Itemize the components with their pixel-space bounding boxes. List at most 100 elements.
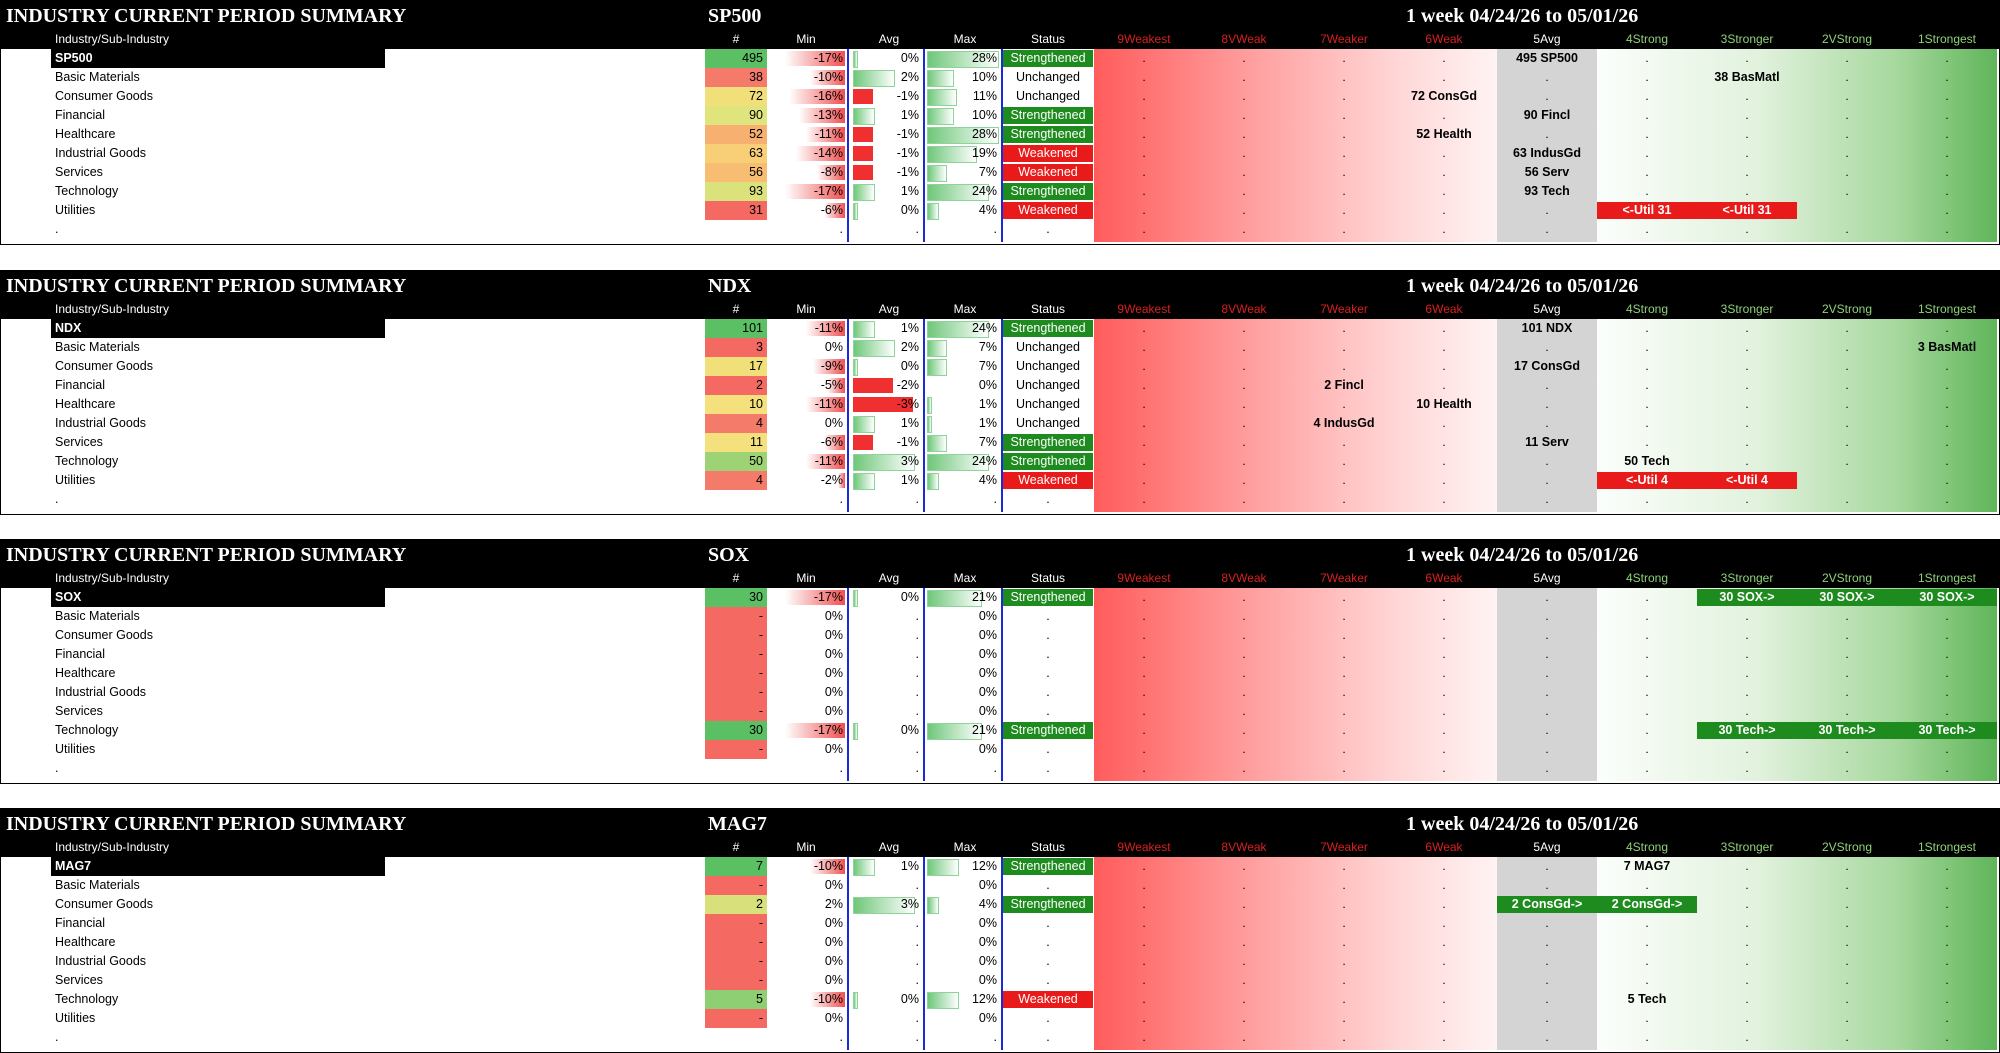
table-row[interactable]: .............. bbox=[1, 1028, 1999, 1047]
period-label: 1 week 04/24/26 to 05/01/26 bbox=[1406, 813, 1639, 835]
table-row[interactable]: SOX 30 -17% 0% 21% Strengthened...... 30 SOX->… bbox=[1, 588, 1999, 607]
bin-cell-4: 7 MAG7 bbox=[1623, 859, 1671, 873]
max-cell: . bbox=[925, 1028, 999, 1047]
table-row[interactable]: Consumer Goods 17 -9% 0% 7% Unchanged.... 17 C… bbox=[1, 357, 1999, 376]
min-cell: -11% bbox=[771, 452, 845, 471]
avg-value: . bbox=[915, 742, 919, 756]
status-badge: Weakened bbox=[1003, 991, 1093, 1008]
summary-panel-ndx: INDUSTRY CURRENT PERIOD SUMMARY NDX 1 week… bbox=[0, 270, 2000, 515]
min-cell: -11% bbox=[771, 319, 845, 338]
bin-cell-8: . bbox=[1242, 359, 1246, 373]
bin-header-8: 8VWeak bbox=[1221, 840, 1267, 854]
max-value: 0% bbox=[978, 954, 997, 968]
table-row[interactable]: Healthcare 10 -11% -3% 1% Unchanged... 10 Heal… bbox=[1, 395, 1999, 414]
bin-cell-8: . bbox=[1242, 397, 1246, 411]
table-row[interactable]: NDX 101 -11% 1% 24% Strengthened.... 101 NDX..… bbox=[1, 319, 1999, 338]
bin-cell-2: . bbox=[1845, 761, 1849, 775]
bin-cell-4: . bbox=[1645, 108, 1649, 122]
table-row[interactable]: Industrial Goods - 0%. 0%.......... bbox=[1, 952, 1999, 971]
bin-cell-1: . bbox=[1945, 397, 1949, 411]
max-value: 0% bbox=[978, 628, 997, 642]
bin-cell-4: . bbox=[1645, 321, 1649, 335]
max-bar bbox=[927, 70, 954, 87]
table-row[interactable]: Basic Materials 38 -10% 2% 10% Unchanged.....… bbox=[1, 68, 1999, 87]
bin-cell-9: . bbox=[1142, 723, 1146, 737]
table-row[interactable]: Services - 0%. 0%.......... bbox=[1, 971, 1999, 990]
bin-cell-5: . bbox=[1545, 628, 1549, 642]
table-row[interactable]: Financial - 0%. 0%.......... bbox=[1, 914, 1999, 933]
row-name: Services bbox=[55, 704, 103, 718]
table-row[interactable]: Consumer Goods - 0%. 0%.......... bbox=[1, 626, 1999, 645]
table-row[interactable]: Utilities - 0%. 0%.......... bbox=[1, 740, 1999, 759]
bin-cell-2: . bbox=[1845, 859, 1849, 873]
table-row[interactable]: .............. bbox=[1, 220, 1999, 239]
min-cell: 0% bbox=[771, 338, 845, 357]
table-row[interactable]: Technology 5 -10% 0% 12% Weakened..... 5 Tech.… bbox=[1, 990, 1999, 1009]
count-cell: 63 bbox=[705, 144, 767, 163]
table-row[interactable]: Industrial Goods - 0%. 0%.......... bbox=[1, 683, 1999, 702]
status-badge: Strengthened bbox=[1003, 896, 1093, 913]
row-name: Healthcare bbox=[55, 935, 116, 949]
avg-value: . bbox=[915, 916, 919, 930]
bin-cell-7: . bbox=[1342, 761, 1346, 775]
row-name: Consumer Goods bbox=[55, 359, 153, 373]
column-header-row: Industry/Sub-Industry # Min Avg Max Status 9We… bbox=[1, 29, 1999, 49]
table-row[interactable]: Healthcare - 0%. 0%.......... bbox=[1, 664, 1999, 683]
table-row[interactable]: Financial - 0%. 0%.......... bbox=[1, 645, 1999, 664]
table-row[interactable]: Utilities 31 -6% 0% 4% Weakened...... <-Util 3… bbox=[1, 201, 1999, 220]
table-row[interactable]: .............. bbox=[1, 759, 1999, 778]
table-row[interactable]: Basic Materials 3 0% 2% 7% Unchanged........ 3… bbox=[1, 338, 1999, 357]
bin-cell-3: . bbox=[1745, 742, 1749, 756]
min-value: 0% bbox=[824, 628, 843, 642]
avg-cell: . bbox=[849, 702, 921, 721]
bin-cell-2: . bbox=[1845, 685, 1849, 699]
table-row[interactable]: Financial 2 -5% -2% 0% Unchanged.. 2 Fincl....… bbox=[1, 376, 1999, 395]
table-row[interactable]: Basic Materials - 0%. 0%.......... bbox=[1, 876, 1999, 895]
table-row[interactable]: SP500 495 -17% 0% 28% Strengthened.... 495 SP5… bbox=[1, 49, 1999, 68]
table-row[interactable]: Technology 93 -17% 1% 24% Strengthened.... 93 … bbox=[1, 182, 1999, 201]
bin-cell-9: . bbox=[1142, 897, 1146, 911]
bin-cell-4: . bbox=[1645, 916, 1649, 930]
max-cell: 0% bbox=[925, 952, 999, 971]
panel-header: INDUSTRY CURRENT PERIOD SUMMARY SOX 1 week… bbox=[1, 540, 1999, 568]
bin-cell-2: . bbox=[1845, 165, 1849, 179]
bin-cell-8: . bbox=[1242, 1030, 1246, 1044]
table-row[interactable]: Industrial Goods 63 -14% -1% 19% Weakened....… bbox=[1, 144, 1999, 163]
table-row[interactable]: Services 56 -8% -1% 7% Weakened.... 56 Serv...… bbox=[1, 163, 1999, 182]
table-row[interactable]: Healthcare - 0%. 0%.......... bbox=[1, 933, 1999, 952]
table-row[interactable]: Consumer Goods 2 2% 3% 4% Strengthened.......… bbox=[1, 895, 1999, 914]
bin-cell-9: . bbox=[1142, 973, 1146, 987]
table-row[interactable]: Services 11 -6% -1% 7% Strengthened.... 11 Ser… bbox=[1, 433, 1999, 452]
table-row[interactable]: Technology 50 -11% 3% 24% Strengthened..... 50… bbox=[1, 452, 1999, 471]
bin-cell-2: . bbox=[1845, 1011, 1849, 1025]
min-value: -10% bbox=[813, 70, 843, 84]
column-header-count: # bbox=[732, 571, 740, 585]
table-row[interactable]: MAG7 7 -10% 1% 12% Strengthened..... 7 MAG7... bbox=[1, 857, 1999, 876]
table-row[interactable]: Utilities - 0%. 0%.......... bbox=[1, 1009, 1999, 1028]
bin-cell-6: . bbox=[1442, 897, 1446, 911]
table-row[interactable]: Industrial Goods 4 0% 1% 1% Unchanged.. 4 Indu… bbox=[1, 414, 1999, 433]
status-badge: Weakened bbox=[1003, 202, 1093, 219]
table-row[interactable]: Consumer Goods 72 -16% -1% 11% Unchanged... 72… bbox=[1, 87, 1999, 106]
bin-cell-2: . bbox=[1845, 973, 1849, 987]
table-row[interactable]: .............. bbox=[1, 490, 1999, 509]
status-badge: Strengthened bbox=[1003, 50, 1093, 67]
bin-cell-7: . bbox=[1342, 108, 1346, 122]
avg-value: 1% bbox=[900, 416, 919, 430]
status-badge: . bbox=[1046, 742, 1050, 756]
bin-cell-6: . bbox=[1442, 222, 1446, 236]
count-cell: - bbox=[705, 1009, 767, 1028]
table-row[interactable]: Technology 30 -17% 0% 21% Strengthened...... 3… bbox=[1, 721, 1999, 740]
avg-value: -1% bbox=[896, 435, 919, 449]
table-row[interactable]: Healthcare 52 -11% -1% 28% Strengthened... 52 … bbox=[1, 125, 1999, 144]
table-row[interactable]: Financial 90 -13% 1% 10% Strengthened.... 90 F… bbox=[1, 106, 1999, 125]
table-row[interactable]: Utilities 4 -2% 1% 4% Weakened...... <-Util 4 <… bbox=[1, 471, 1999, 490]
table-row[interactable]: Basic Materials - 0%. 0%.......... bbox=[1, 607, 1999, 626]
max-bar bbox=[927, 146, 977, 163]
bin-cell-1: . bbox=[1945, 454, 1949, 468]
max-cell: 24% bbox=[925, 182, 999, 201]
min-cell: -6% bbox=[771, 433, 845, 452]
avg-cell: 0% bbox=[849, 990, 921, 1009]
table-row[interactable]: Services - 0%. 0%.......... bbox=[1, 702, 1999, 721]
bin-cell-4: . bbox=[1645, 378, 1649, 392]
